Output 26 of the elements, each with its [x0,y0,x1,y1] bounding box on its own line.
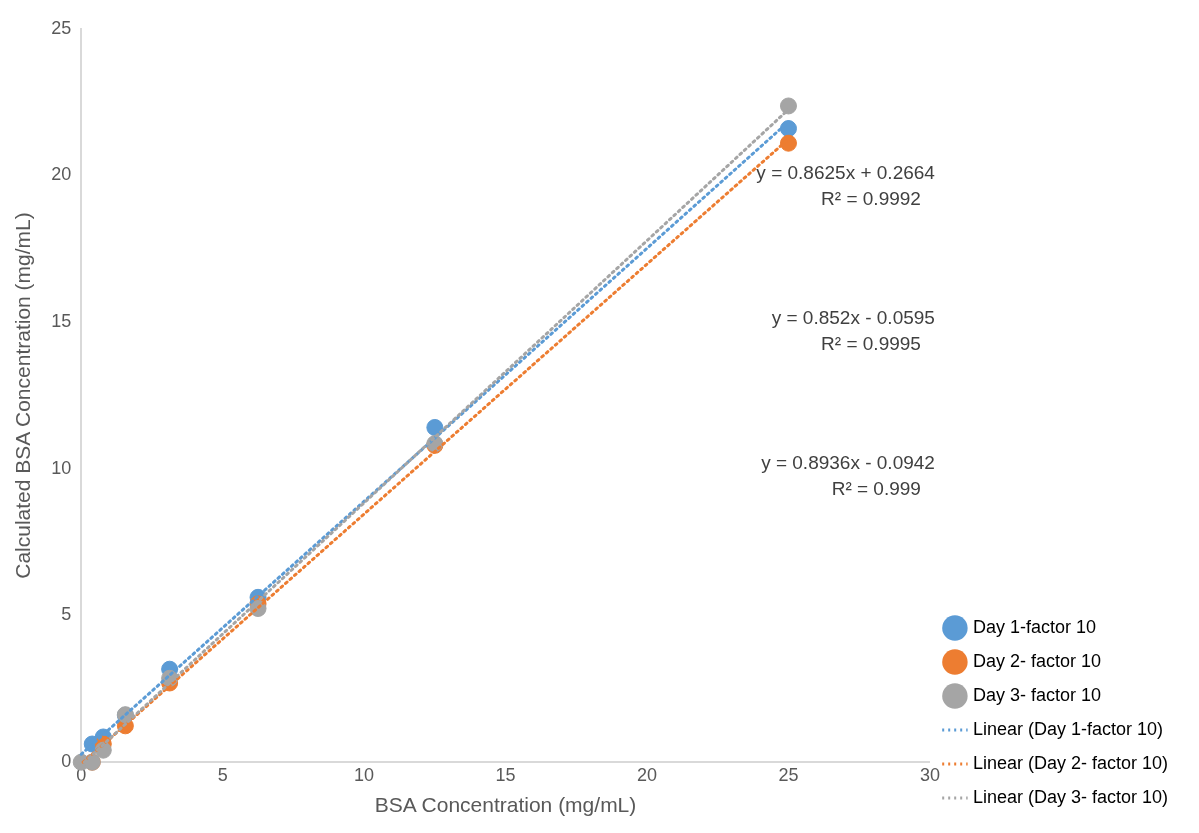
y-tick-label: 10 [51,457,72,478]
legend-label: Linear (Day 3- factor 10) [972,786,1169,807]
y-tick-label: 20 [51,164,72,185]
x-tick-label: 30 [919,764,940,785]
x-tick-label: 5 [217,764,228,785]
legend-label: Linear (Day 2- factor 10) [972,752,1169,773]
x-tick-label: 10 [354,764,375,785]
legend-label: Day 2- factor 10 [972,650,1101,671]
point [779,134,797,152]
x-axis-title: BSA Concentration (mg/mL) [374,793,637,817]
point [779,97,797,115]
legend-label: Day 1-factor 10 [972,616,1096,637]
annotation: y = 0.8625x + 0.2664 R² = 0.9992 [756,162,936,210]
x-tick-label: 25 [778,764,799,785]
legend-label: Day 3- factor 10 [972,684,1101,705]
y-tick-label: 0 [61,751,72,772]
y-tick-label: 15 [51,311,72,332]
annotation: y = 0.8936x - 0.0942 R² = 0.999 [761,452,935,500]
point [426,418,444,436]
x-tick-label: 20 [637,764,658,785]
annotation: y = 0.852x - 0.0595 R² = 0.9995 [771,307,935,355]
y-axis-title: Calculated BSA Concentration (mg/mL) [11,212,35,579]
legend-label: Linear (Day 1-factor 10) [972,718,1164,739]
y-tick-label: 5 [61,604,72,625]
y-tick-label: 25 [51,17,72,38]
x-tick-label: 15 [495,764,516,785]
